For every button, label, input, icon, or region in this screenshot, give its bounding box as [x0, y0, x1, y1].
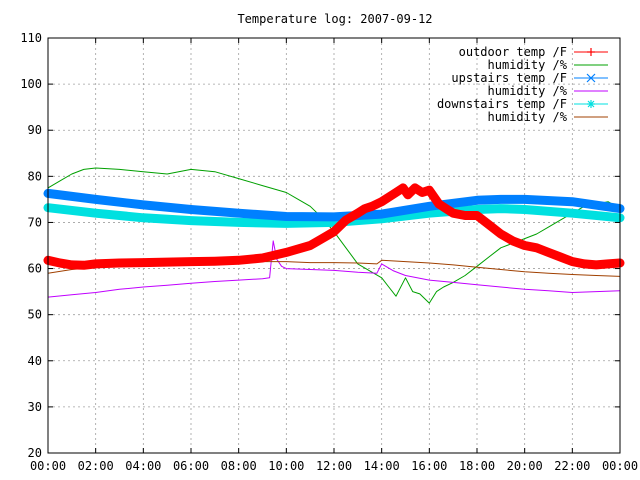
y-tick-label: 100 [20, 77, 42, 91]
y-tick-label: 50 [28, 308, 42, 322]
chart-title: Temperature log: 2007-09-12 [237, 12, 432, 26]
series-line-4 [43, 203, 625, 228]
x-tick-label: 12:00 [316, 459, 352, 473]
y-tick-label: 110 [20, 31, 42, 45]
x-axis: 00:00 02:00 04:00 06:00 08:00 10:00 12:00 14:00… [30, 38, 638, 473]
x-tick-label: 10:00 [268, 459, 304, 473]
legend-marker [586, 73, 596, 83]
series-line-3 [47, 240, 621, 298]
legend-label: downstairs temp /F [437, 97, 567, 111]
x-tick-label: 22:00 [554, 459, 590, 473]
grid [48, 38, 620, 453]
x-tick-label: 06:00 [173, 459, 209, 473]
y-tick-label: 80 [28, 169, 42, 183]
x-tick-label: 14:00 [364, 459, 400, 473]
x-tick-label: 20:00 [507, 459, 543, 473]
x-tick-label: 18:00 [459, 459, 495, 473]
y-tick-label: 20 [28, 446, 42, 460]
y-tick-label: 30 [28, 400, 42, 414]
x-tick-label: 00:00 [602, 459, 638, 473]
legend-marker [587, 48, 595, 56]
legend-label: upstairs temp /F [451, 71, 567, 85]
legend-label: outdoor temp /F [459, 45, 567, 59]
y-tick-label: 70 [28, 215, 42, 229]
y-tick-label: 90 [28, 123, 42, 137]
x-tick-label: 08:00 [221, 459, 257, 473]
x-tick-label: 04:00 [125, 459, 161, 473]
x-tick-label: 00:00 [30, 459, 66, 473]
x-tick-label: 02:00 [78, 459, 114, 473]
y-tick-label: 60 [28, 262, 42, 276]
legend-marker [587, 100, 595, 108]
series-line-1 [47, 167, 621, 304]
y-axis: 20 30 40 50 60 70 80 90 100 110 [20, 31, 620, 460]
legend-label: humidity /% [488, 58, 568, 72]
legend-label: humidity /% [488, 84, 568, 98]
y-tick-label: 40 [28, 354, 42, 368]
series-line-0 [43, 183, 625, 270]
legend-label: humidity /% [488, 110, 568, 124]
series-layer [43, 167, 625, 304]
x-tick-label: 16:00 [411, 459, 447, 473]
